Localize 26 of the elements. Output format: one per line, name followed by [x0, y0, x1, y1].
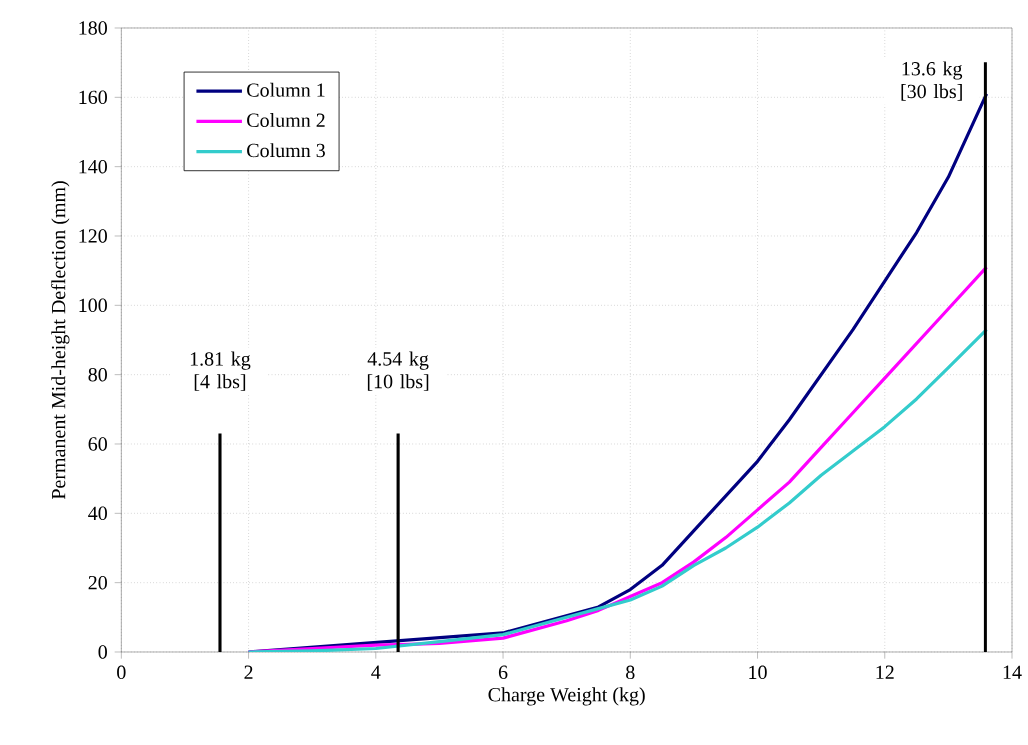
y-tick-label: 0: [98, 645, 107, 659]
y-tick-label: 80: [88, 367, 107, 382]
y-tick-label: 180: [79, 21, 107, 35]
legend-label: Column 3: [247, 143, 325, 158]
x-tick-label: 10: [749, 665, 767, 679]
legend-label: Column 2: [247, 112, 325, 127]
x-tick-label: 14: [1003, 665, 1022, 679]
y-tick-label: 100: [79, 298, 107, 312]
y-tick-label: 60: [88, 437, 107, 451]
x-tick-label: 2: [244, 665, 253, 679]
ref-line-label: 1.81 kg [4 lbs]: [190, 351, 251, 391]
y-tick-label: 40: [88, 506, 107, 520]
y-tick-label: 140: [79, 159, 107, 174]
y-tick-label: 20: [88, 575, 107, 590]
ref-line-label: 4.54 kg [10 lbs]: [367, 351, 429, 391]
x-tick-label: 0: [117, 665, 126, 679]
x-axis-title: Charge Weight (kg): [488, 687, 645, 706]
x-tick-label: 8: [626, 665, 635, 679]
x-tick-label: 6: [498, 665, 508, 679]
x-tick-label: 4: [371, 665, 381, 679]
y-axis-title: Permanent Mid-height Deflection (mm): [51, 181, 70, 499]
y-tick-label: 160: [79, 90, 107, 104]
y-tick-label: 120: [79, 229, 107, 243]
ref-line-label: 13.6 kg [30 lbs]: [901, 61, 963, 101]
x-tick-label: 12: [876, 665, 894, 679]
legend-label: Column 1: [247, 82, 325, 97]
